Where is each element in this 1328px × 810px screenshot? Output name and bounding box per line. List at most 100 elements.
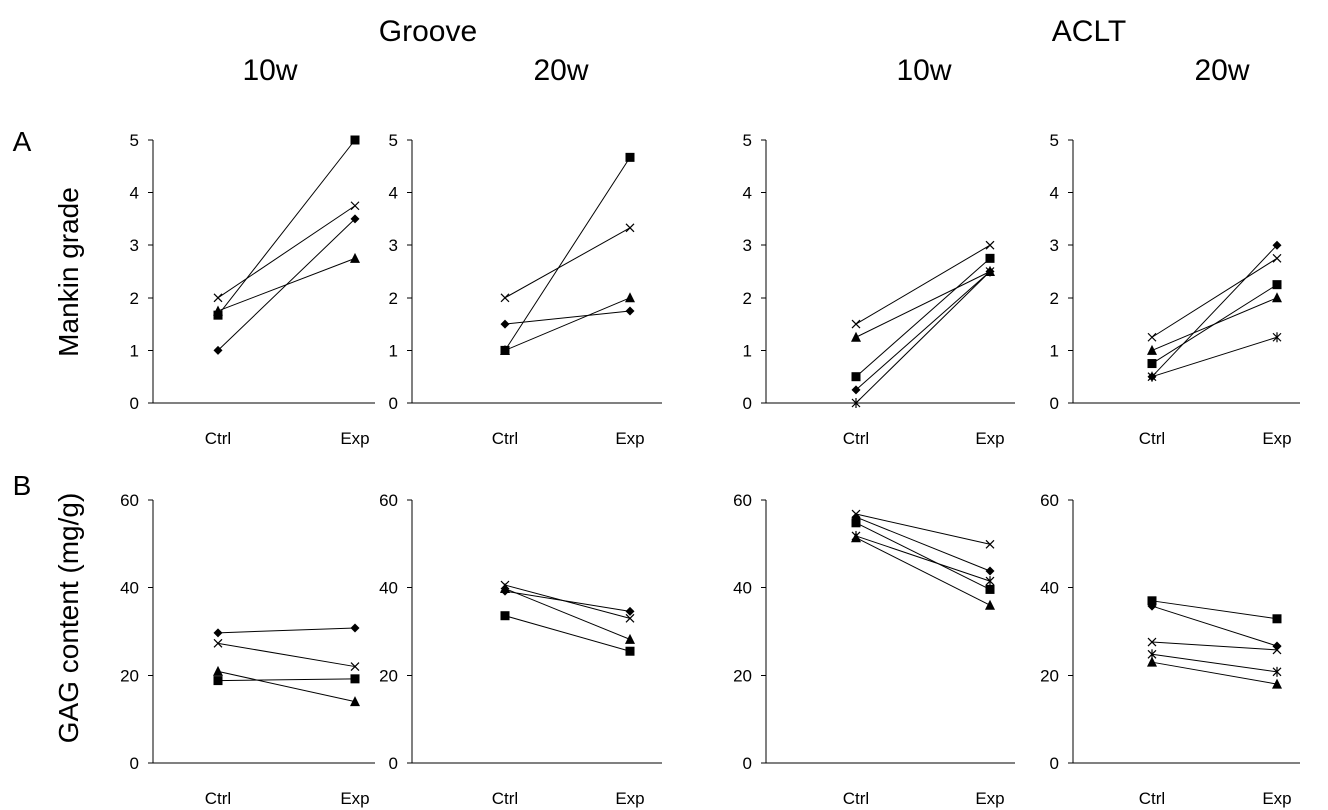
series-line-diamond xyxy=(855,271,991,391)
data-point-diamond-ctrl xyxy=(851,385,861,395)
data-point-star-exp xyxy=(985,576,995,587)
data-point-triangle-ctrl xyxy=(1147,656,1157,667)
data-point-star-exp xyxy=(985,266,995,277)
data-point-x-ctrl xyxy=(851,319,861,329)
data-point-triangle-exp xyxy=(350,252,360,263)
chart-aclt-20w-a: 0 1 2 3 4 5 Ctrl Exp xyxy=(1050,131,1300,448)
timepoint-title-aclt-10w: 10w xyxy=(896,54,951,87)
y-tick-label: 20 xyxy=(1040,666,1059,685)
panel-letter-a: A xyxy=(13,126,32,157)
data-point-triangle-exp xyxy=(1272,292,1282,303)
x-tick-label-exp: Exp xyxy=(615,429,644,448)
y-tick-label: 1 xyxy=(1050,341,1059,360)
y-tick-label: 4 xyxy=(389,184,398,203)
chart-groove-10w-b: 0 20 40 60 Ctrl Exp xyxy=(120,491,375,808)
data-point-x-exp-stroke xyxy=(985,240,995,250)
series-line-star xyxy=(1151,653,1278,673)
x-tick-label-ctrl: Ctrl xyxy=(1139,789,1165,808)
data-point-x-exp xyxy=(350,201,360,211)
data-point-x-ctrl xyxy=(851,509,861,519)
y-tick-label: 3 xyxy=(743,236,752,255)
data-point-x-ctrl xyxy=(1147,637,1157,647)
data-point-x-exp xyxy=(625,613,635,623)
y-tick-label: 3 xyxy=(389,236,398,255)
y-tick-label: 0 xyxy=(389,394,398,413)
y-tick-label: 20 xyxy=(733,666,752,685)
data-point-star-ctrl xyxy=(851,398,861,408)
y-tick-label: 60 xyxy=(120,491,139,510)
y-axis-label-mankin: Mankin grade xyxy=(53,187,84,357)
series-line-star xyxy=(855,535,991,582)
chart-groove-10w-a: 0 1 2 3 4 5 Ctrl Exp xyxy=(130,131,375,448)
y-tick-label: 4 xyxy=(1050,184,1059,203)
series-line-square xyxy=(504,157,631,351)
data-point-x-exp xyxy=(985,240,995,250)
data-point-triangle-ctrl xyxy=(500,583,510,594)
data-point-star-exp xyxy=(1272,332,1282,343)
y-tick-label: 4 xyxy=(743,184,752,203)
y-tick-label: 60 xyxy=(733,491,752,510)
y-tick-label: 60 xyxy=(1040,491,1059,510)
y-tick-label: 0 xyxy=(743,394,752,413)
data-point-square-ctrl xyxy=(851,518,861,528)
data-point-x-exp xyxy=(625,223,635,233)
data-point-x-ctrl xyxy=(500,293,510,303)
x-tick-label-ctrl: Ctrl xyxy=(843,429,869,448)
series-line-diamond xyxy=(855,516,991,572)
y-tick-label: 0 xyxy=(130,394,139,413)
data-point-triangle-exp xyxy=(625,292,635,303)
data-point-x-ctrl-stroke xyxy=(500,293,510,303)
series-line-diamond xyxy=(217,627,356,634)
data-point-diamond-exp xyxy=(350,214,360,224)
chart-aclt-10w-a: 0 1 2 3 4 5 Ctrl Exp xyxy=(743,131,1015,448)
data-point-x-exp-stroke xyxy=(625,223,635,233)
y-tick-label: 0 xyxy=(389,754,398,773)
data-point-diamond-ctrl xyxy=(500,319,510,329)
y-tick-label: 40 xyxy=(120,579,139,598)
data-point-x-exp-stroke xyxy=(985,539,995,549)
series-line-x xyxy=(855,513,991,545)
data-point-diamond-ctrl xyxy=(213,345,223,355)
data-point-x-exp xyxy=(1272,253,1282,263)
timepoint-title-aclt-20w: 20w xyxy=(1194,54,1249,87)
data-point-diamond-exp xyxy=(985,566,995,576)
data-point-x-ctrl-stroke xyxy=(500,580,510,590)
x-tick-label-ctrl: Ctrl xyxy=(205,789,231,808)
data-point-star-ctrl xyxy=(1147,649,1157,660)
data-point-x-exp xyxy=(1272,645,1282,655)
data-point-x-ctrl-stroke xyxy=(851,319,861,329)
series-line-square xyxy=(855,257,991,378)
data-point-x-exp xyxy=(350,662,360,671)
y-tick-label: 0 xyxy=(130,754,139,773)
series-line-triangle xyxy=(855,271,991,338)
data-point-x-ctrl-stroke xyxy=(851,509,861,519)
data-point-square-ctrl xyxy=(213,676,223,686)
data-point-x-exp-stroke xyxy=(350,662,360,671)
data-point-square-exp xyxy=(350,674,360,684)
series-line-square xyxy=(504,615,631,652)
data-point-diamond-exp xyxy=(625,606,635,616)
data-point-star-ctrl xyxy=(1147,371,1157,382)
series-line-triangle xyxy=(1151,297,1278,351)
series-line-star xyxy=(855,271,991,404)
series-line-x xyxy=(504,227,631,299)
y-tick-label: 4 xyxy=(130,184,139,203)
y-tick-label: 2 xyxy=(389,289,398,308)
y-tick-label: 5 xyxy=(1050,131,1059,150)
data-point-square-exp xyxy=(1272,614,1282,624)
y-tick-label: 40 xyxy=(1040,579,1059,598)
y-tick-label: 40 xyxy=(733,579,752,598)
data-point-star-ctrl xyxy=(851,530,861,541)
y-axis-label-gag: GAG content (mg/g) xyxy=(53,493,84,744)
data-point-diamond-exp xyxy=(1272,240,1282,250)
x-tick-label-exp: Exp xyxy=(340,789,369,808)
data-point-square-ctrl xyxy=(500,611,510,621)
series-line-x xyxy=(1151,641,1278,651)
y-tick-label: 1 xyxy=(743,341,752,360)
x-tick-label-exp: Exp xyxy=(615,789,644,808)
data-point-x-exp-stroke xyxy=(625,613,635,623)
data-point-x-ctrl-stroke xyxy=(213,638,223,648)
series-line-x xyxy=(217,642,356,668)
